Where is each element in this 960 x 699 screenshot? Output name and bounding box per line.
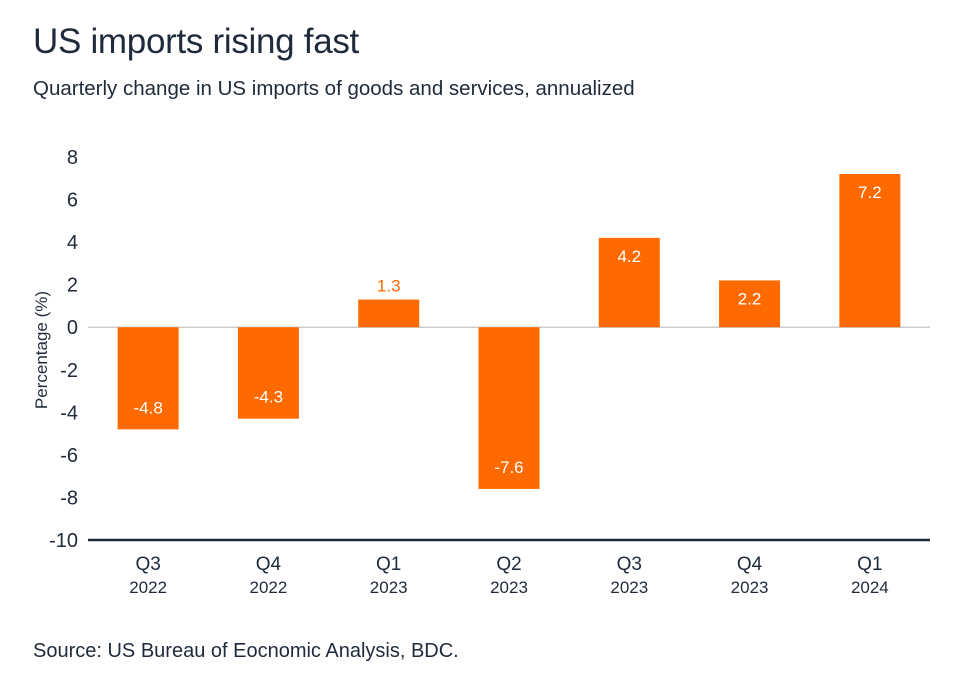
x-category-year: 2023 [610, 578, 648, 597]
x-category-year: 2023 [490, 578, 528, 597]
x-category-year: 2024 [851, 578, 889, 597]
y-tick-label: -6 [60, 445, 78, 467]
x-category-year: 2023 [731, 578, 769, 597]
y-axis-ticks: 8 6 4 2 0 -2 -4 -6 -8 -10 [49, 147, 78, 552]
bar [598, 237, 660, 328]
x-category-quarter: Q3 [617, 554, 642, 575]
source-note: Source: US Bureau of Eocnomic Analysis, … [33, 640, 459, 662]
x-axis-categories: Q3 2022 Q4 2022 Q1 2023 Q2 2023 Q3 2023 Q4 2023 Q1 20… [129, 554, 889, 597]
bar-value-label: -4.8 [133, 398, 162, 417]
y-tick-label: 0 [67, 317, 78, 339]
x-category-quarter: Q4 [256, 554, 282, 575]
bar [478, 327, 540, 489]
x-category-quarter: Q3 [135, 554, 160, 575]
y-tick-label: -10 [49, 530, 78, 552]
x-category-year: 2023 [370, 578, 408, 597]
bar [719, 280, 781, 328]
bar-value-label: -4.3 [254, 388, 283, 407]
bars: -4.8 -4.3 1.3 -7.6 4.2 2.2 7.2 [117, 174, 901, 489]
x-category-quarter: Q1 [857, 554, 882, 575]
x-category-quarter: Q2 [496, 554, 521, 575]
y-tick-label: 6 [67, 190, 78, 212]
bar-value-label: 2.2 [738, 289, 762, 308]
y-tick-label: -2 [60, 360, 78, 382]
bar-value-label: -7.6 [494, 458, 523, 477]
chart-subtitle: Quarterly change in US imports of goods … [33, 77, 635, 100]
y-tick-label: 4 [67, 232, 78, 254]
x-category-year: 2022 [129, 578, 167, 597]
chart-title: US imports rising fast [33, 22, 359, 61]
bar-value-label: 1.3 [377, 277, 401, 296]
bar [839, 174, 901, 328]
x-category-quarter: Q4 [737, 554, 763, 575]
bar [358, 299, 420, 328]
bar-value-label: 4.2 [617, 247, 641, 266]
y-tick-label: 2 [67, 275, 78, 297]
y-tick-label: -8 [60, 487, 78, 509]
y-tick-label: 8 [67, 147, 78, 169]
x-category-quarter: Q1 [376, 554, 401, 575]
bar [117, 327, 179, 430]
bar-value-label: 7.2 [858, 183, 882, 202]
x-category-year: 2022 [250, 578, 288, 597]
bar [237, 327, 299, 419]
y-tick-label: -4 [60, 402, 78, 424]
y-axis-label: Percentage (%) [32, 291, 51, 409]
